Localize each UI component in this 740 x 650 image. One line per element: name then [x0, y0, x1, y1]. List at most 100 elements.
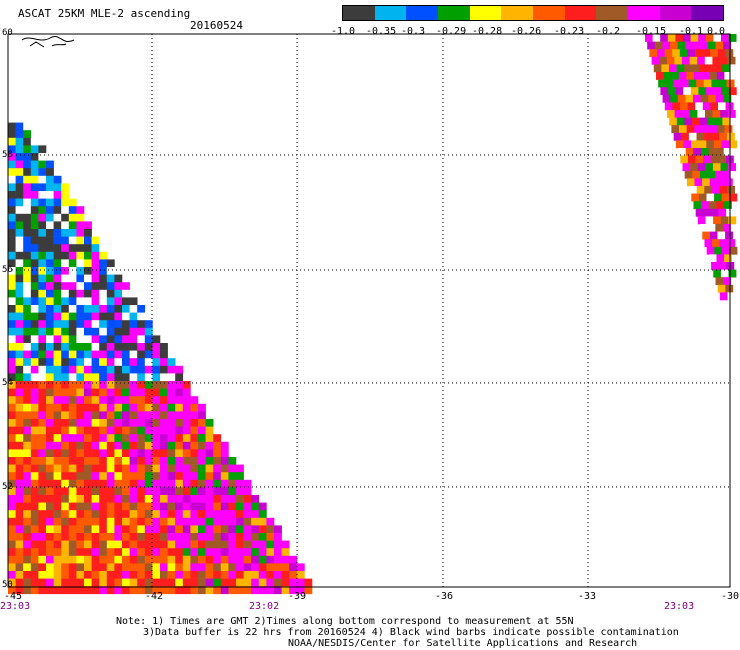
swath-cell: [190, 525, 199, 534]
swath-cell: [728, 87, 737, 96]
swath-cell: [289, 578, 298, 587]
swath-cell: [144, 510, 153, 519]
swath-cell: [182, 426, 191, 435]
swath-cell: [152, 502, 161, 511]
swath-cell: [30, 274, 39, 283]
swath-cell: [122, 373, 130, 382]
swath-cell: [61, 274, 70, 283]
swath-cell: [30, 168, 39, 177]
swath-cell: [84, 274, 92, 283]
color-scale-swatch: [469, 6, 502, 20]
swath-cell: [53, 517, 62, 526]
swath-cell: [144, 586, 153, 595]
swath-cell: [15, 297, 24, 306]
swath-cell: [213, 449, 222, 458]
swath-cell: [684, 117, 693, 126]
swath-cell: [669, 64, 677, 73]
swath-cell: [167, 578, 176, 587]
swath-cell: [23, 267, 32, 275]
swath-cell: [137, 533, 146, 541]
swath-cell: [689, 110, 698, 118]
swath-cell: [8, 289, 16, 298]
swath-cell: [122, 426, 130, 435]
swath-cell: [296, 563, 305, 572]
swath-cell: [220, 495, 229, 503]
swath-cell: [106, 586, 115, 595]
swath-cell: [30, 206, 39, 215]
swath-cell: [681, 79, 689, 88]
swath-cell: [8, 198, 16, 207]
swath-cell: [30, 441, 39, 450]
swath-cell: [122, 555, 130, 564]
swath-cell: [274, 540, 282, 549]
swath-cell: [727, 186, 735, 194]
swath-cell: [15, 251, 24, 260]
color-scale-label: -0.26: [511, 26, 542, 37]
swath-cell: [709, 231, 718, 240]
swath-cell: [61, 206, 70, 215]
swath-cell: [68, 381, 77, 389]
swath-cell: [76, 388, 85, 397]
swath-cell: [23, 533, 32, 541]
swath-cell: [8, 168, 16, 177]
swath-cell: [167, 495, 176, 503]
swath-cell: [8, 540, 16, 549]
swath-cell: [91, 365, 100, 374]
swath-cell: [144, 441, 153, 450]
swath-cell: [68, 221, 77, 230]
swath-cell: [726, 132, 735, 141]
swath-cell: [38, 495, 47, 503]
swath-cell: [8, 312, 16, 321]
swath-cell: [76, 434, 85, 443]
swath-cell: [667, 110, 675, 118]
swath-cell: [15, 282, 24, 291]
swath-cell: [23, 312, 32, 321]
swath-cell: [175, 487, 184, 496]
swath-cell: [106, 327, 115, 336]
swath-cell: [30, 434, 39, 443]
swath-cell: [114, 289, 123, 298]
swath-cell: [99, 297, 108, 306]
swath-cell: [99, 396, 108, 405]
swath-cell: [213, 517, 222, 526]
swath-cell: [99, 495, 108, 503]
latitude-label: 60: [2, 28, 13, 38]
swath-cell: [30, 145, 39, 154]
swath-cell: [53, 571, 62, 579]
swath-cell: [38, 517, 47, 526]
swath-cell: [68, 365, 77, 374]
swath-cell: [91, 472, 100, 481]
swath-cell: [8, 236, 16, 245]
swath-cell: [15, 373, 24, 382]
swath-cell: [137, 495, 146, 503]
swath-cell: [129, 426, 138, 435]
swath-cell: [30, 213, 39, 222]
swath-cell: [38, 289, 47, 298]
swath-cell: [152, 411, 161, 420]
swath-cell: [91, 441, 100, 450]
swath-cell: [220, 464, 229, 473]
swath-cell: [213, 525, 222, 534]
swath-cell: [8, 373, 16, 382]
color-scale-swatch: [691, 6, 724, 20]
swath-cell: [709, 72, 718, 80]
swath-cell: [8, 441, 16, 450]
swath-cell: [114, 305, 123, 313]
swath-cell: [213, 434, 222, 443]
swath-cell: [699, 170, 708, 179]
swath-cell: [198, 586, 206, 595]
swath-cell: [198, 411, 206, 420]
swath-cell: [236, 510, 244, 519]
swath-cell: [167, 388, 176, 397]
swath-cell: [720, 269, 729, 278]
swath-cell: [182, 533, 191, 541]
swath-cell: [84, 419, 92, 427]
swath-cell: [114, 350, 123, 359]
swath-cell: [137, 449, 146, 458]
swath-cell: [236, 502, 244, 511]
swath-cell: [691, 64, 700, 73]
swath-cell: [23, 236, 32, 245]
swath-cell: [76, 555, 85, 564]
swath-cell: [717, 125, 725, 134]
swath-cell: [84, 320, 92, 329]
